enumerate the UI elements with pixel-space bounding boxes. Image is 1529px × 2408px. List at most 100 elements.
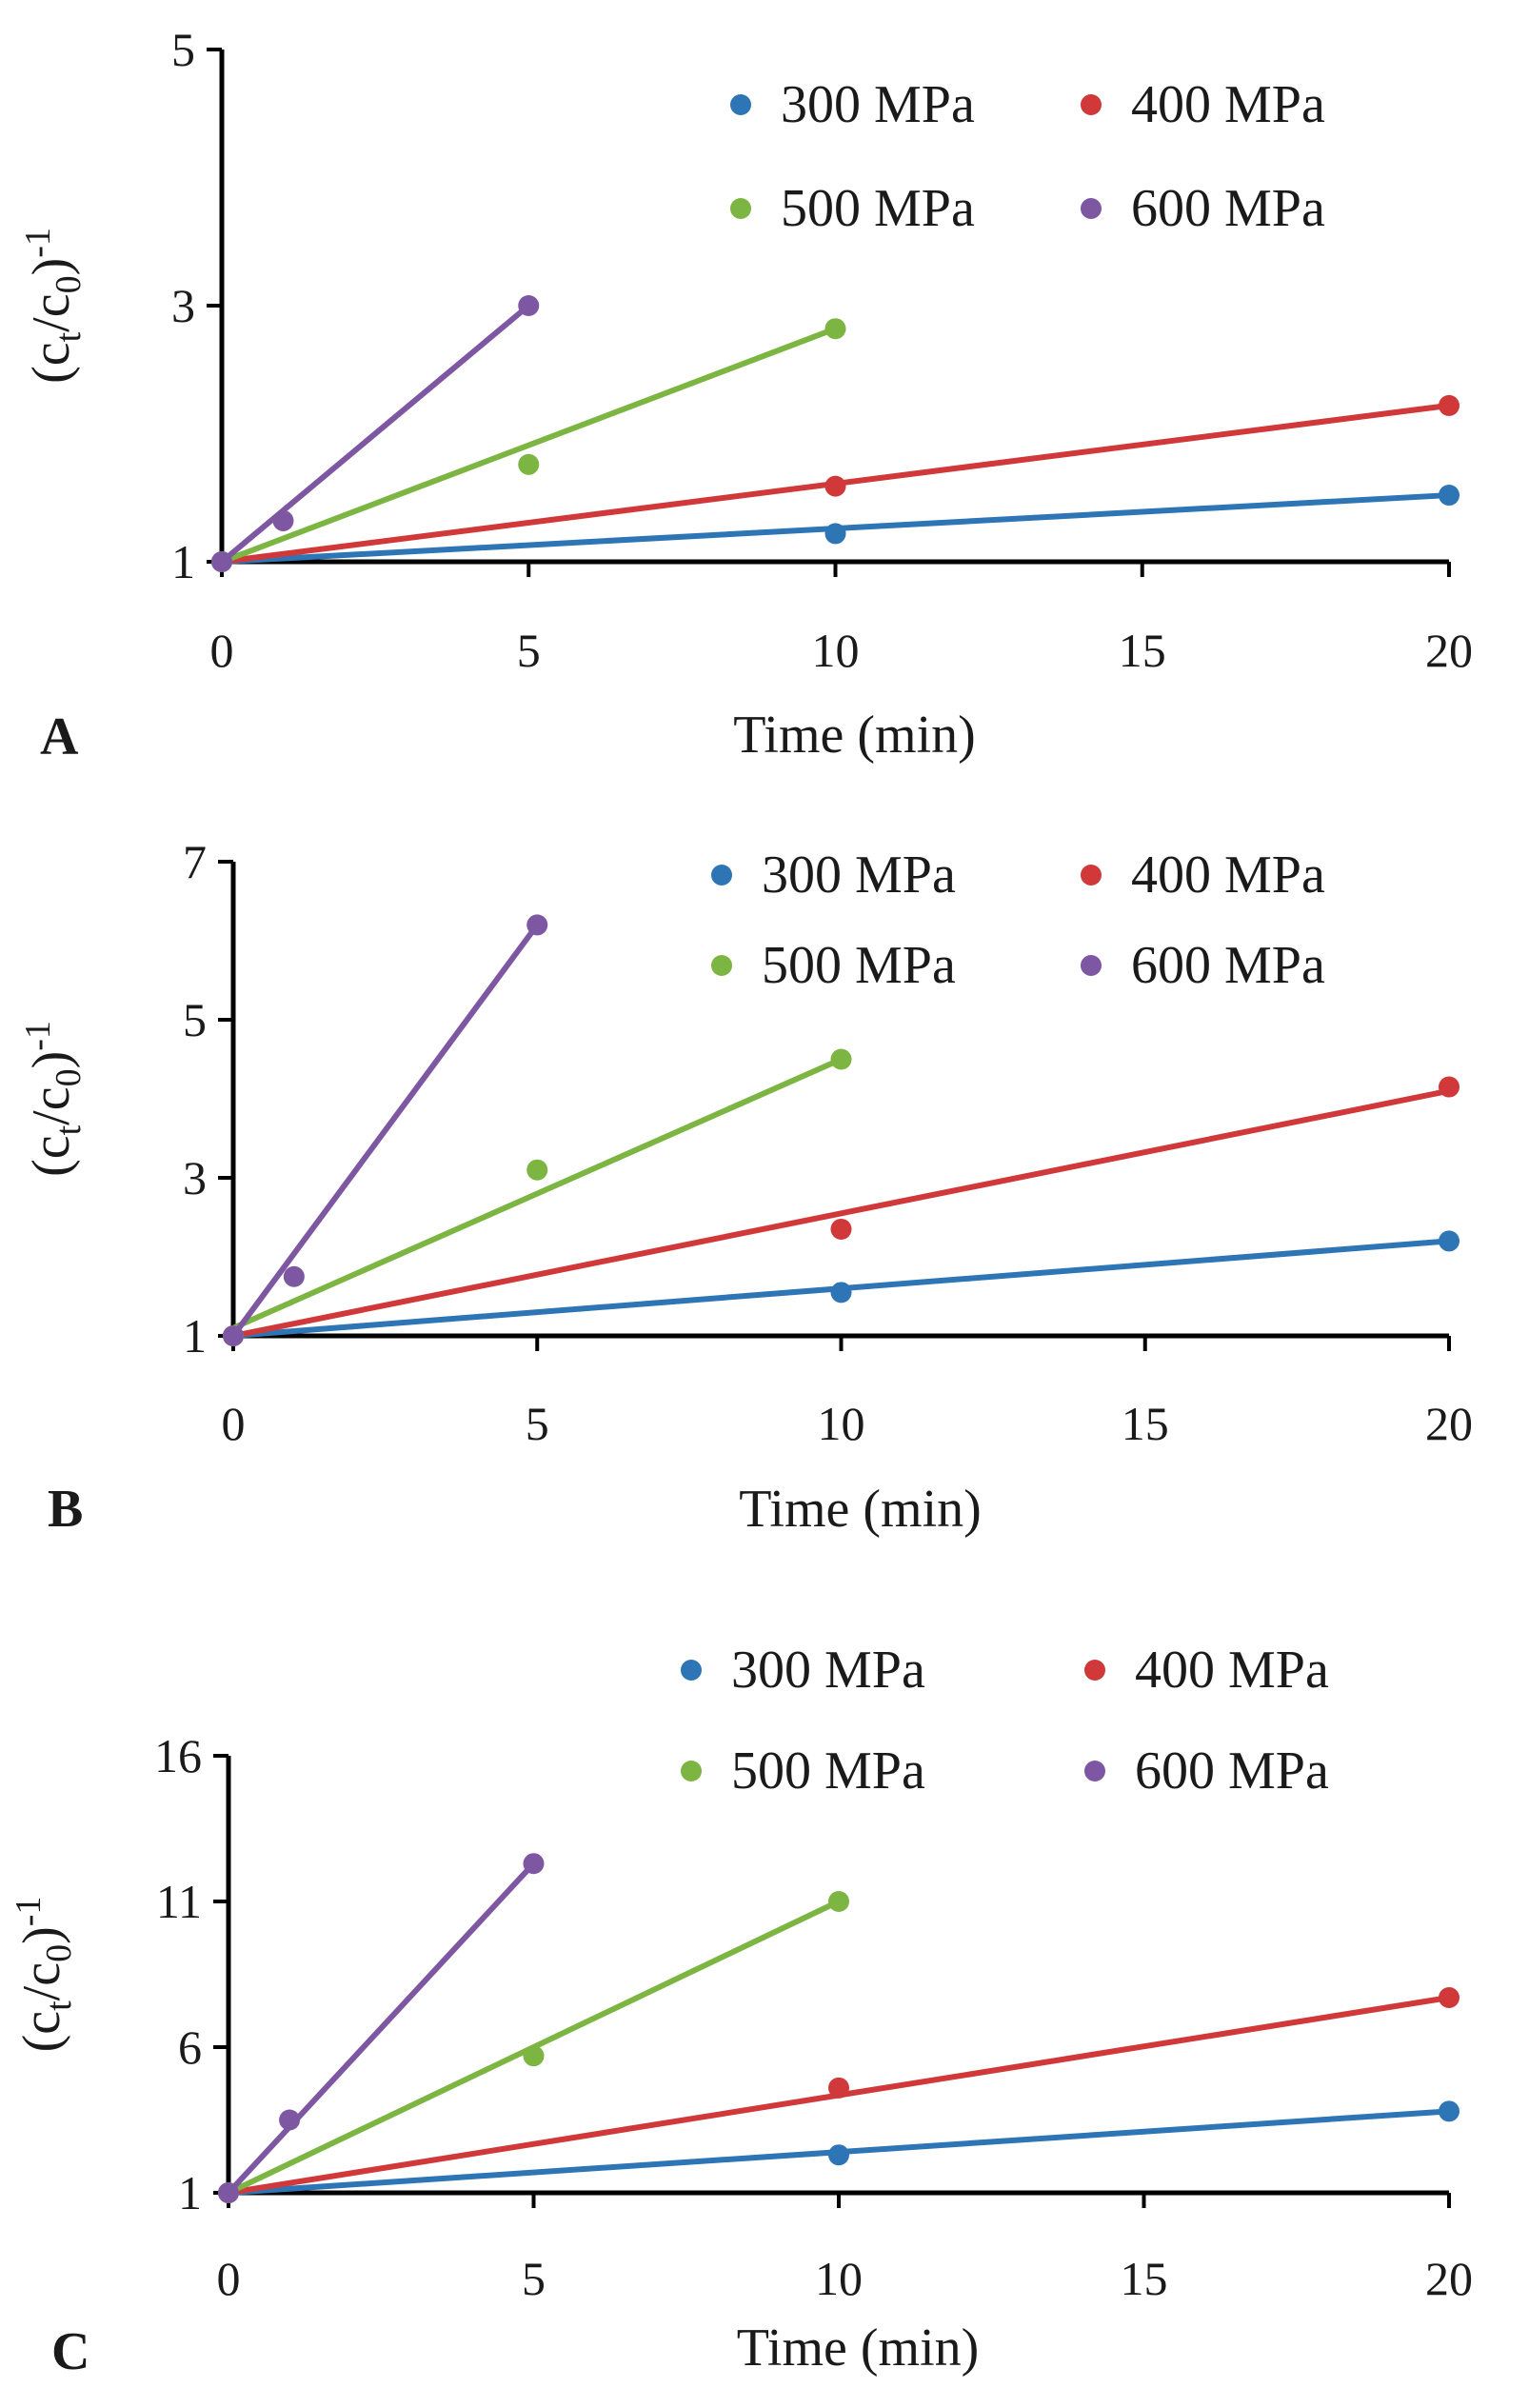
x-tick-label: 0 (222, 1397, 246, 1450)
y-tick-label: 5 (171, 23, 195, 76)
legend-label: 400 MPa (1131, 75, 1325, 134)
legend-label: 500 MPa (781, 179, 975, 238)
y-tick-label: 7 (183, 835, 207, 888)
data-point (828, 2144, 849, 2166)
series-600-mpa (223, 914, 548, 1346)
x-tick-label: 20 (1425, 2252, 1473, 2305)
x-tick-label: 15 (1121, 2252, 1168, 2305)
data-point (824, 475, 846, 497)
legend-marker-600-mpa (1081, 955, 1102, 976)
data-point (218, 2182, 239, 2203)
data-point (523, 2045, 545, 2067)
legend-label: 400 MPa (1135, 1641, 1329, 1700)
fit-line-600-mpa (230, 922, 541, 1339)
data-point (526, 1159, 548, 1181)
series-400-mpa (218, 1986, 1460, 2203)
data-point (1439, 1986, 1460, 2008)
data-point (828, 2077, 849, 2099)
legend: 300 MPa 400 MPa 500 MPa 600 MPa (681, 1641, 1329, 1801)
x-axis-title: Time (min) (737, 2318, 980, 2378)
x-tick-label: 20 (1425, 624, 1473, 677)
data-point (824, 523, 846, 545)
data-point (518, 453, 540, 475)
y-tick-label: 11 (156, 1875, 202, 1928)
panel-label: B (48, 1480, 83, 1539)
panel-label: C (51, 2322, 89, 2381)
legend-marker-300-mpa (681, 1660, 702, 1681)
chart-panel-b: 1 3 5 7 0 5 10 15 20 Time (min) (ct/c0)-1 B 300 MPa 4… (18, 835, 1473, 1539)
legend-label: 600 MPa (1131, 179, 1325, 238)
data-point (1439, 1230, 1460, 1252)
data-point (272, 509, 294, 531)
data-point (830, 1282, 852, 1304)
series-300-mpa (211, 485, 1460, 572)
x-axis-title: Time (min) (739, 1480, 982, 1539)
legend: 300 MPa 400 MPa 500 MPa 600 MPa (730, 75, 1325, 238)
data-point (828, 1891, 849, 1912)
panel-label: A (40, 707, 79, 766)
series-400-mpa (223, 1076, 1460, 1346)
legend-label: 400 MPa (1131, 846, 1325, 905)
data-point (1439, 1076, 1460, 1098)
data-point (1439, 2100, 1460, 2122)
y-axis-title: (ct/c0)-1 (18, 1021, 89, 1177)
legend-marker-600-mpa (1084, 1761, 1105, 1781)
data-point (279, 2109, 301, 2131)
legend-label: 600 MPa (1131, 936, 1325, 995)
fit-line-500-mpa (219, 326, 839, 565)
legend-label: 300 MPa (781, 75, 975, 134)
data-point (211, 551, 232, 572)
fit-line-600-mpa (219, 303, 532, 565)
legend-marker-300-mpa (730, 94, 751, 115)
legend-label: 300 MPa (762, 846, 956, 905)
y-tick-label: 16 (154, 1729, 202, 1782)
x-tick-label: 5 (522, 2252, 546, 2305)
legend-marker-500-mpa (730, 198, 751, 219)
series-600-mpa (218, 1853, 545, 2203)
legend-label: 500 MPa (731, 1741, 925, 1801)
x-tick-label: 10 (818, 1397, 865, 1450)
data-point (1439, 394, 1460, 416)
x-axis-title: Time (min) (733, 706, 976, 765)
legend-marker-600-mpa (1081, 198, 1102, 219)
y-axis-title: (ct/c0)-1 (18, 228, 89, 384)
legend-marker-400-mpa (1084, 1660, 1105, 1681)
x-tick-label: 5 (517, 624, 541, 677)
y-axis-title: (ct/c0)-1 (9, 1897, 79, 2053)
x-tick-label: 10 (815, 2252, 863, 2305)
y-tick-label: 3 (183, 1151, 207, 1204)
legend: 300 MPa 400 MPa 500 MPa 600 MPa (711, 846, 1325, 995)
series-300-mpa (218, 2100, 1460, 2203)
legend-marker-300-mpa (711, 865, 732, 886)
x-tick-label: 15 (1122, 1397, 1169, 1450)
data-point (526, 914, 548, 936)
data-point (830, 1218, 852, 1240)
legend-label: 500 MPa (762, 936, 956, 995)
y-tick-label: 6 (178, 2020, 202, 2074)
x-tick-label: 5 (526, 1397, 549, 1450)
legend-marker-400-mpa (1081, 94, 1102, 115)
fit-line-600-mpa (226, 1861, 537, 2196)
x-tick-label: 10 (812, 624, 860, 677)
x-tick-label: 0 (217, 2252, 241, 2305)
y-tick-label: 1 (178, 2166, 202, 2219)
data-point (523, 1853, 545, 1875)
data-point (830, 1048, 852, 1070)
data-point (283, 1265, 305, 1287)
legend-marker-400-mpa (1081, 865, 1102, 886)
x-tick-label: 15 (1119, 624, 1166, 677)
series-400-mpa (211, 394, 1460, 572)
data-point (1439, 485, 1460, 507)
y-tick-label: 5 (183, 993, 207, 1046)
x-tick-label: 0 (210, 624, 234, 677)
series-500-mpa (223, 1048, 852, 1346)
fit-line-400-mpa (230, 1087, 1452, 1339)
legend-marker-500-mpa (711, 955, 732, 976)
legend-marker-500-mpa (681, 1761, 702, 1781)
x-tick-label: 20 (1425, 1397, 1473, 1450)
y-tick-label: 3 (171, 279, 195, 332)
fit-line-500-mpa (230, 1056, 844, 1331)
chart-panel-a: 1 3 5 0 5 10 15 20 Time (min) (ct/c0)-1 A 300 MPa 40… (18, 23, 1473, 766)
